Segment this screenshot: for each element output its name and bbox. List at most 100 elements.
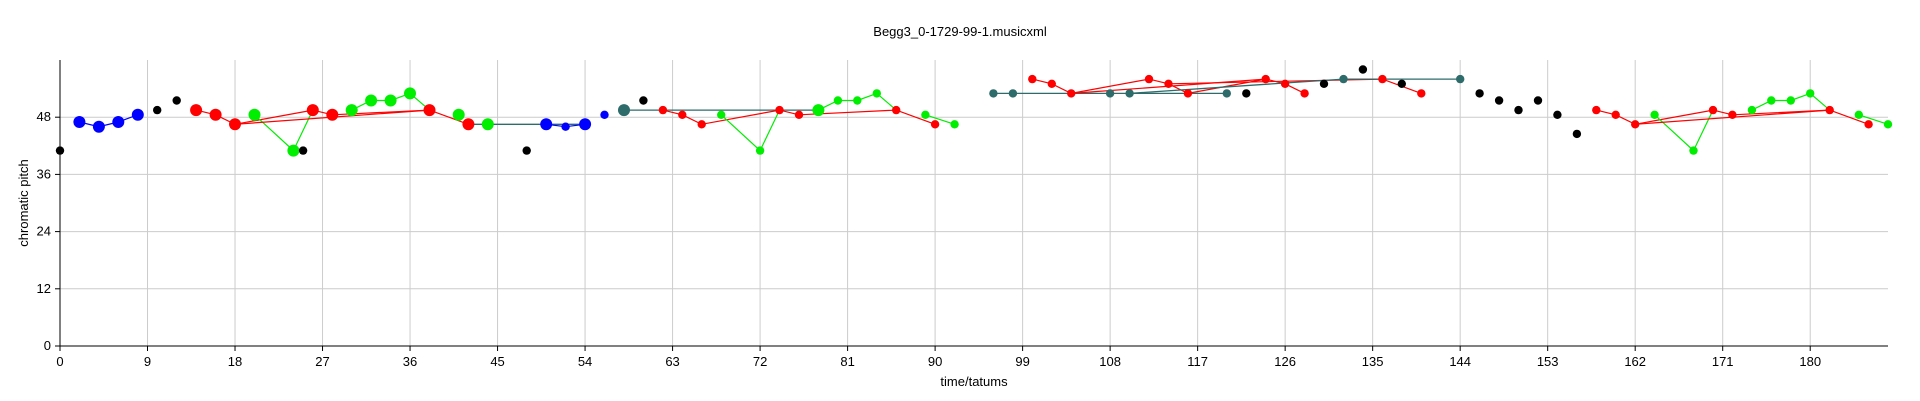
red-note-point bbox=[1067, 89, 1076, 98]
green-note-point bbox=[812, 104, 825, 117]
green-note-point bbox=[1689, 146, 1698, 155]
data-points bbox=[55, 65, 1893, 157]
black-note-point bbox=[1475, 89, 1484, 98]
x-tick-label: 135 bbox=[1362, 354, 1384, 369]
green-note-point bbox=[452, 108, 465, 121]
black-note-point bbox=[153, 105, 162, 115]
red-note-point bbox=[1592, 105, 1601, 115]
x-axis-title: time/tatums bbox=[940, 374, 1008, 389]
black-note-point bbox=[1514, 105, 1523, 115]
blue-note-point bbox=[579, 118, 592, 131]
blue-note-point bbox=[540, 118, 553, 131]
green-note-point bbox=[921, 110, 930, 120]
red-note-point bbox=[794, 110, 804, 120]
black-note-point bbox=[639, 96, 648, 105]
x-tick-label: 90 bbox=[928, 354, 942, 369]
x-tick-label: 117 bbox=[1187, 354, 1208, 369]
black-note-point bbox=[1242, 89, 1251, 98]
red-note-point bbox=[1047, 79, 1057, 89]
black-note-point bbox=[1553, 110, 1562, 120]
red-note-point bbox=[1280, 79, 1290, 89]
blue-note-point bbox=[92, 120, 105, 133]
x-tick-label: 72 bbox=[753, 354, 767, 369]
x-tick-label: 162 bbox=[1624, 354, 1646, 369]
black-note-point bbox=[1572, 129, 1582, 139]
green-note-point bbox=[950, 120, 959, 129]
y-axis-title: chromatic pitch bbox=[16, 159, 31, 246]
x-tick-label: 18 bbox=[228, 354, 242, 369]
y-tick-label: 36 bbox=[37, 166, 51, 181]
green-note-point bbox=[1883, 120, 1893, 129]
black-note-point bbox=[298, 146, 308, 155]
blue-note-point bbox=[131, 108, 144, 121]
blue-note-point bbox=[73, 116, 86, 128]
x-tick-label: 27 bbox=[315, 354, 329, 369]
red-note-point bbox=[462, 118, 475, 131]
green-note-point bbox=[1747, 105, 1757, 115]
red-note-point bbox=[892, 105, 901, 115]
x-tick-label: 81 bbox=[840, 354, 854, 369]
x-tick-label: 0 bbox=[56, 354, 63, 369]
blue-note-point bbox=[600, 110, 609, 120]
tick-labels: 0 9 18 27 36 45 54 63 72 81 90 99 108 117 126 135 144 153… bbox=[37, 109, 1822, 369]
black-note-point bbox=[55, 146, 65, 155]
teal-note-point bbox=[1008, 89, 1018, 98]
black-note-point bbox=[1397, 79, 1407, 89]
teal-note-point bbox=[1339, 74, 1348, 84]
red-note-point bbox=[1708, 105, 1718, 115]
x-tick-label: 180 bbox=[1799, 354, 1821, 369]
green-series-line bbox=[254, 109, 314, 152]
green-series-line bbox=[1858, 114, 1889, 125]
x-tick-label: 108 bbox=[1099, 354, 1121, 369]
y-tick-label: 12 bbox=[37, 281, 51, 296]
red-note-point bbox=[697, 120, 706, 129]
x-tick-label: 171 bbox=[1712, 354, 1734, 369]
black-note-point bbox=[1319, 79, 1329, 89]
green-note-point bbox=[1854, 110, 1864, 120]
axes bbox=[59, 60, 1888, 347]
teal-note-point bbox=[1456, 74, 1465, 84]
green-note-point bbox=[481, 118, 494, 131]
red-note-point bbox=[190, 104, 203, 117]
red-note-point bbox=[1611, 110, 1620, 120]
green-note-point bbox=[287, 144, 300, 157]
y-tick-label: 24 bbox=[37, 224, 51, 239]
red-note-point bbox=[306, 104, 319, 117]
green-note-point bbox=[345, 104, 358, 117]
red-note-point bbox=[229, 118, 241, 131]
green-series-line bbox=[1654, 109, 1714, 152]
black-note-point bbox=[522, 146, 531, 155]
black-note-point bbox=[1494, 96, 1504, 105]
green-series-line bbox=[720, 109, 781, 152]
x-tick-label: 9 bbox=[144, 354, 151, 369]
y-tick-label: 48 bbox=[37, 109, 51, 124]
red-note-point bbox=[930, 120, 940, 129]
x-tick-label: 144 bbox=[1449, 354, 1471, 369]
teal-note-point bbox=[1105, 89, 1115, 98]
red-note-point bbox=[1261, 74, 1270, 84]
green-note-point bbox=[755, 146, 765, 155]
red-note-point bbox=[326, 108, 339, 121]
x-tick-label: 126 bbox=[1274, 354, 1296, 369]
x-tick-label: 63 bbox=[665, 354, 679, 369]
black-note-point bbox=[1358, 65, 1368, 74]
teal-note-point bbox=[1125, 89, 1134, 98]
red-note-point bbox=[423, 104, 436, 117]
green-note-point bbox=[853, 96, 862, 105]
x-tick-label: 99 bbox=[1015, 354, 1029, 369]
green-note-point bbox=[248, 108, 261, 121]
blue-note-point bbox=[112, 116, 125, 128]
red-note-point bbox=[678, 110, 687, 120]
red-note-point bbox=[1164, 79, 1173, 89]
red-note-point bbox=[1028, 74, 1037, 84]
red-note-point bbox=[1300, 89, 1309, 98]
red-note-point bbox=[1417, 89, 1426, 98]
red-note-point bbox=[1864, 120, 1873, 129]
green-note-point bbox=[833, 96, 843, 105]
x-tick-label: 45 bbox=[490, 354, 504, 369]
teal-note-point bbox=[989, 89, 998, 98]
x-tick-label: 54 bbox=[578, 354, 592, 369]
green-note-point bbox=[1767, 96, 1776, 105]
